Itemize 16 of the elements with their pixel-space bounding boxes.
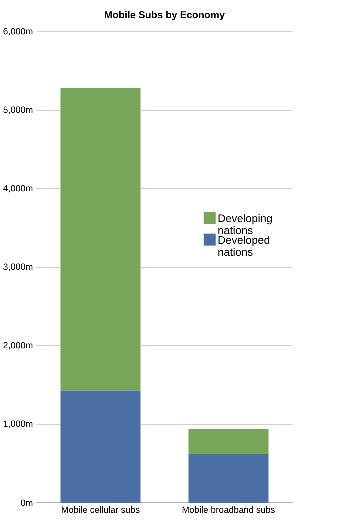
y-tick-label: 4,000m (4, 185, 33, 193)
y-tick-label: 3,000m (4, 264, 33, 272)
x-tick-label: Mobile broadband subs (183, 506, 276, 514)
y-tick-label: 1,000m (4, 420, 33, 428)
x-tick-label: Mobile cellular subs (62, 506, 140, 514)
y-tick-label: 5,000m (4, 106, 33, 114)
y-tick-label: 6,000m (4, 28, 33, 36)
chart-title: Mobile Subs by Economy (105, 11, 226, 20)
bar (60, 88, 141, 391)
bar (60, 390, 141, 503)
bar (188, 454, 269, 503)
y-tick-label: 0m (21, 500, 33, 506)
legend-label: Developing nations (218, 214, 272, 234)
legend-label: Developed nations (218, 236, 270, 256)
y-tick-label: 2,000m (4, 342, 33, 350)
bar (188, 429, 269, 454)
